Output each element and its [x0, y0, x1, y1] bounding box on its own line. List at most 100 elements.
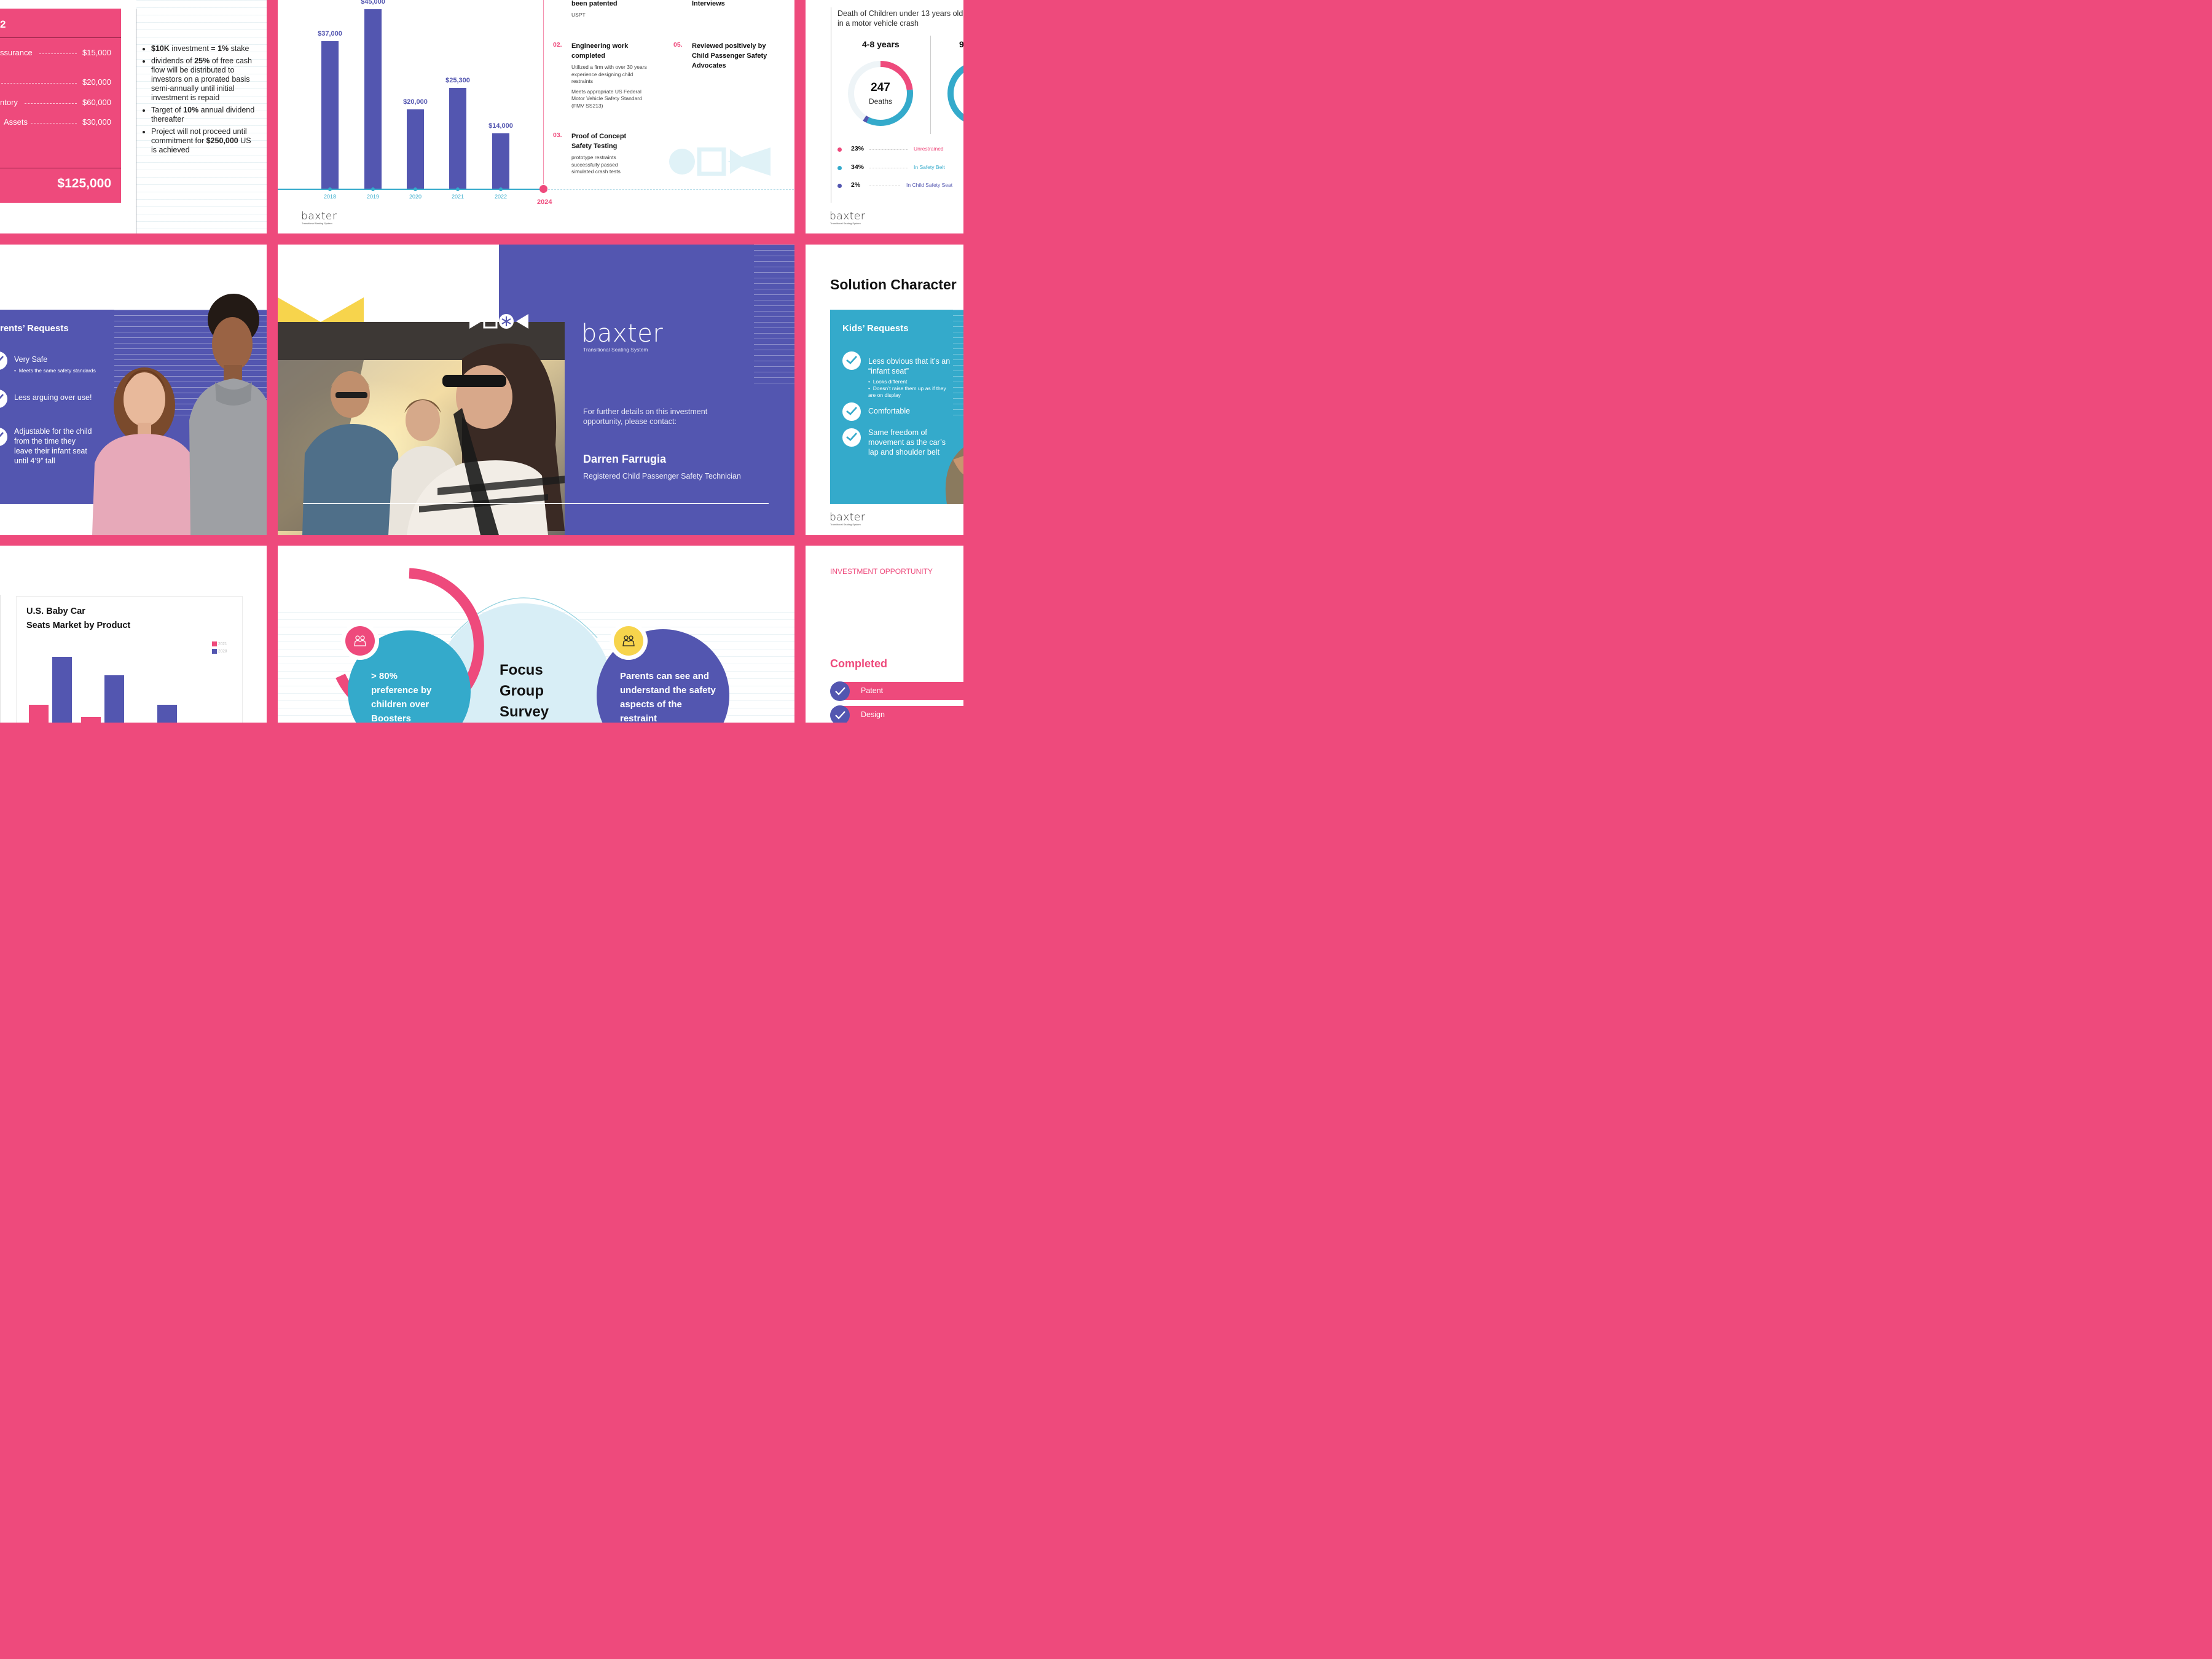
chart-bar [321, 41, 339, 189]
legend-label: In Safety Belt [914, 164, 945, 170]
triangle-shape [516, 314, 528, 329]
legend-item: 2021 [212, 641, 227, 649]
bar-value-label: $45,000 [361, 0, 385, 6]
unrestrained-arc [848, 61, 913, 126]
slide-parents-requests: rents’ Requests Very Safe • Meets the sa… [0, 245, 267, 535]
slide-investment: INVESTMENT OPPORTUNITY Completed Patent … [806, 546, 963, 723]
heading-rule [0, 37, 121, 38]
kids-request: Comfortable [868, 407, 911, 415]
finance-row-value: $60,000 [82, 98, 111, 107]
brand-mark-watermark [669, 147, 771, 176]
x-tick-label: 2019 [366, 194, 380, 200]
background-lines [136, 0, 267, 233]
triangle-shape [469, 314, 482, 329]
death-count-label: Deaths [868, 97, 893, 106]
parents-couple-photo [92, 294, 267, 535]
legend-row: 2% In Child Safety Seat [837, 181, 963, 190]
legend-percent: 2% [851, 181, 861, 189]
finance-row: ntory $60,000 [0, 98, 111, 109]
slide-deaths: Death of Children under 13 years old in … [806, 0, 963, 233]
chart-bar [449, 88, 466, 189]
square-shape [697, 147, 726, 176]
check-icon [0, 428, 7, 446]
market-title: U.S. Baby Car Seats Market by Product [26, 605, 130, 633]
term-item: dividends of 25% of free cash flow will … [151, 57, 256, 103]
contact-name: Darren Farrugia [583, 453, 667, 465]
legend-dot [837, 166, 842, 170]
baxter-logo: baxter [830, 511, 866, 524]
step-line: Utilized a firm with over 30 years exper… [571, 64, 647, 84]
children-preference-text: > 80% preference by children over Booste… [371, 671, 432, 723]
check-icon [0, 351, 7, 370]
market-bar [81, 717, 101, 723]
death-count: 247 [871, 81, 890, 94]
x-tick-label: 2018 [323, 194, 337, 200]
logo-tagline: Transitional Seating System [302, 222, 332, 225]
logo-tagline: Transitional Seating System [583, 347, 648, 353]
timeline-step: 03. Proof of Concept Safety Testing prot… [553, 131, 657, 176]
completed-item-label: Design [861, 710, 885, 719]
check-icon [842, 402, 861, 421]
legend-percent: 34% [851, 163, 865, 171]
finance-row-label: Assets [4, 117, 28, 127]
request-sub: • Meets the same safety standards [14, 367, 96, 374]
legend-dot [837, 147, 842, 152]
parents-icon [622, 635, 635, 646]
completed-item [839, 706, 963, 723]
step-title: Reviewed positively by Child Passenger S… [692, 42, 767, 69]
parents-understand-text: Parents can see and understand the safet… [620, 671, 716, 723]
slide-finance: 2 ssurance $15,000 $20,000 ntory $60,000… [0, 0, 267, 233]
finance-row: $20,000 [0, 77, 111, 88]
focus-title-line: Group [500, 683, 544, 699]
kids-panel-title: Kids’ Requests [842, 323, 909, 334]
column-divider [930, 36, 931, 134]
completed-item-label: Patent [861, 686, 884, 695]
kids-request: Less obvious that it’s an “infant seat” [868, 357, 951, 375]
logo-tagline: Transitional Seating System [830, 222, 861, 225]
future-marker-dot [539, 185, 547, 193]
legend-swatch [212, 641, 217, 646]
slide-solution: Solution Character Kids’ Requests Less o… [806, 245, 963, 535]
finance-row-label: ntory [0, 98, 18, 107]
kids-request: Same freedom of movement as the car’s la… [868, 428, 946, 457]
step-title: Engineering work completed [571, 42, 629, 60]
market-bar [104, 675, 124, 723]
step-number: 05. [673, 41, 683, 49]
finance-row: Assets $30,000 [0, 117, 111, 128]
baxter-logo: baxter [830, 210, 866, 222]
chart-bar [407, 109, 424, 189]
market-title-line: U.S. Baby Car [26, 606, 85, 616]
legend-row: 34% In Safety Belt [837, 163, 963, 172]
child-photo-partial [945, 447, 963, 504]
finance-row: ssurance $15,000 [0, 48, 111, 59]
age-group-label-2: 9 [959, 39, 963, 49]
completed-heading: Completed [830, 657, 888, 670]
bar-value-label: $37,000 [318, 30, 342, 38]
market-title-line: Seats Market by Product [26, 621, 131, 630]
dashed-leader [39, 53, 77, 54]
finance-row-label: ssurance [0, 48, 33, 57]
term-item: Project will not proceed until commitmen… [151, 127, 256, 155]
market-card [16, 596, 243, 723]
investment-kicker: INVESTMENT OPPORTUNITY [830, 567, 933, 576]
contact-role: Registered Child Passenger Safety Techni… [583, 472, 741, 480]
finance-row-value: $30,000 [82, 117, 111, 127]
triangle-shape [728, 147, 771, 176]
age-group-label: 4-8 years [862, 39, 900, 49]
bottom-rule [303, 503, 769, 504]
children-icon [354, 635, 366, 646]
children-icon-bg [345, 626, 375, 656]
x-tick-label: 2020 [409, 194, 422, 200]
market-bar [29, 705, 49, 723]
step-number: 02. [553, 41, 562, 49]
completed-check-icon [830, 705, 850, 723]
kids-panel: Kids’ Requests Less obvious that it’s an… [830, 310, 963, 504]
asterisk-circle-shape [669, 149, 695, 175]
dashed-leader [1, 83, 77, 84]
market-bar [157, 705, 177, 723]
deaths-donut [848, 61, 913, 126]
parents-icon-bg [614, 626, 643, 656]
focus-group-diagram [335, 568, 729, 723]
timeline-step: 02. Engineering work completed Utilized … [553, 41, 657, 109]
legend-swatch [212, 649, 217, 654]
